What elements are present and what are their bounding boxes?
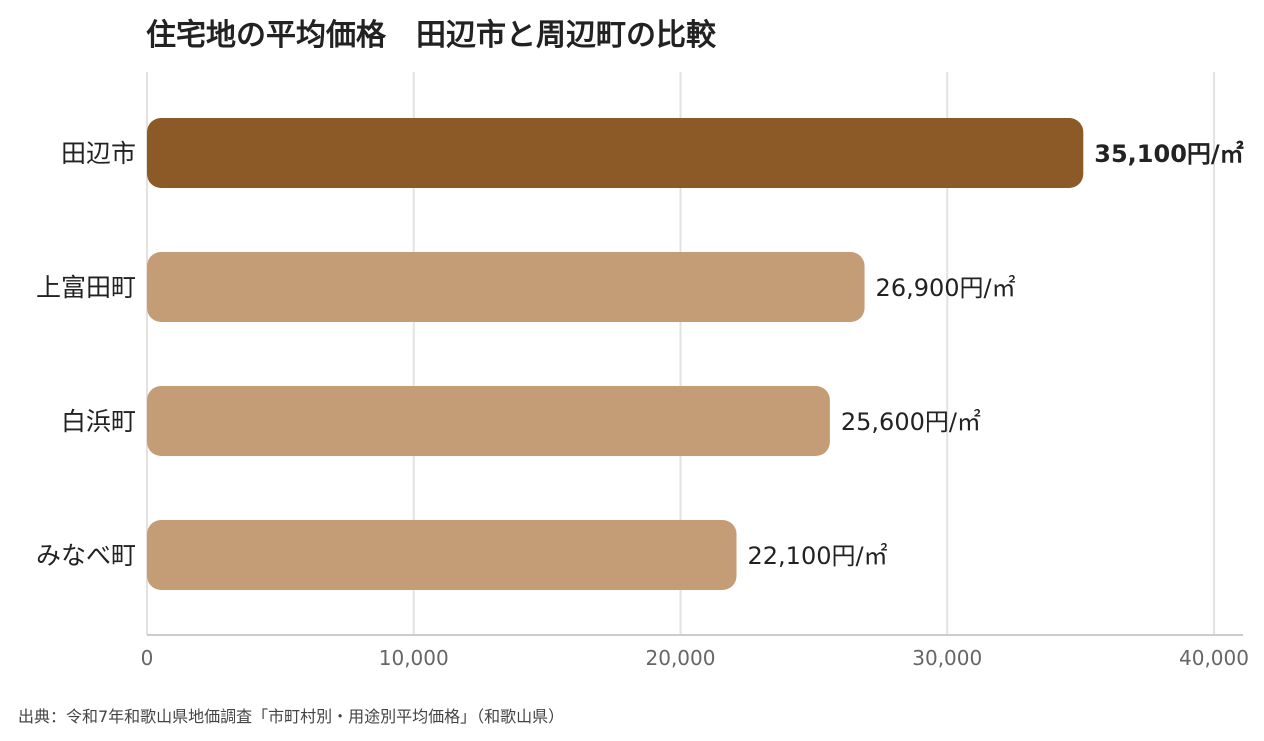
value-label: 26,900円/㎡ (876, 274, 1016, 302)
source-note: 出典：令和7年和歌山県地価調査「市町村別・用途別平均価格」（和歌山県） (18, 707, 565, 726)
category-label: 田辺市 (61, 139, 136, 168)
bar (147, 118, 1084, 188)
x-tick-label: 20,000 (646, 646, 716, 670)
x-tick-label: 40,000 (1179, 646, 1249, 670)
value-label: 35,100円/㎡ (1094, 140, 1243, 168)
bar (147, 252, 865, 322)
category-label: 上富田町 (36, 273, 136, 302)
value-labels: 35,100円/㎡ 26,900円/㎡ 25,600円/㎡ 22,100円/㎡ (748, 140, 1244, 570)
chart-title: 住宅地の平均価格 田辺市と周辺町の比較 (146, 18, 716, 53)
bars (147, 118, 1084, 590)
x-tick-label: 30,000 (912, 646, 982, 670)
value-label: 22,100円/㎡ (748, 542, 888, 570)
x-tick-label: 10,000 (379, 646, 449, 670)
category-label: 白浜町 (61, 407, 136, 436)
value-label: 25,600円/㎡ (841, 408, 981, 436)
bar (147, 386, 830, 456)
x-axis: 0 10,000 20,000 30,000 40,000 (141, 634, 1249, 670)
x-tick-label: 0 (141, 646, 154, 670)
bar (147, 520, 737, 590)
bar-chart: 0 10,000 20,000 30,000 40,000 田辺市上富田町白浜町みなべ町… (36, 72, 1249, 670)
category-label: みなべ町 (36, 541, 136, 570)
